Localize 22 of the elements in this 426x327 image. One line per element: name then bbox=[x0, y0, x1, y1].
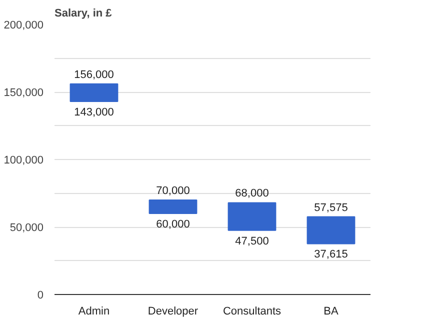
y-tick-label: 150,000 bbox=[4, 87, 44, 99]
bar bbox=[148, 200, 198, 214]
chart-title: Salary, in £ bbox=[54, 8, 112, 20]
y-tick-label: 100,000 bbox=[4, 154, 44, 166]
annotation: 68,000 bbox=[235, 188, 269, 200]
x-tick-label: BA bbox=[324, 306, 339, 318]
y-tick-label: 0 bbox=[37, 290, 44, 302]
x-tick-label: Developer bbox=[148, 306, 198, 318]
annotation: 156,000 bbox=[74, 68, 114, 81]
y-tick-label: 200,000 bbox=[4, 20, 44, 32]
annotation: 47,500 bbox=[235, 235, 269, 248]
x-tick-label: Consultants bbox=[222, 306, 282, 318]
annotation: 143,000 bbox=[74, 106, 114, 118]
annotation: 57,575 bbox=[314, 202, 348, 214]
annotation: 70,000 bbox=[156, 185, 190, 197]
annotation: 60,000 bbox=[156, 218, 190, 230]
bar bbox=[306, 216, 356, 244]
bar bbox=[70, 83, 118, 102]
x-tick-label: Admin bbox=[78, 306, 110, 318]
annotation: 37,615 bbox=[314, 248, 348, 261]
bar bbox=[228, 202, 276, 231]
text: 50,000 bbox=[10, 222, 44, 234]
